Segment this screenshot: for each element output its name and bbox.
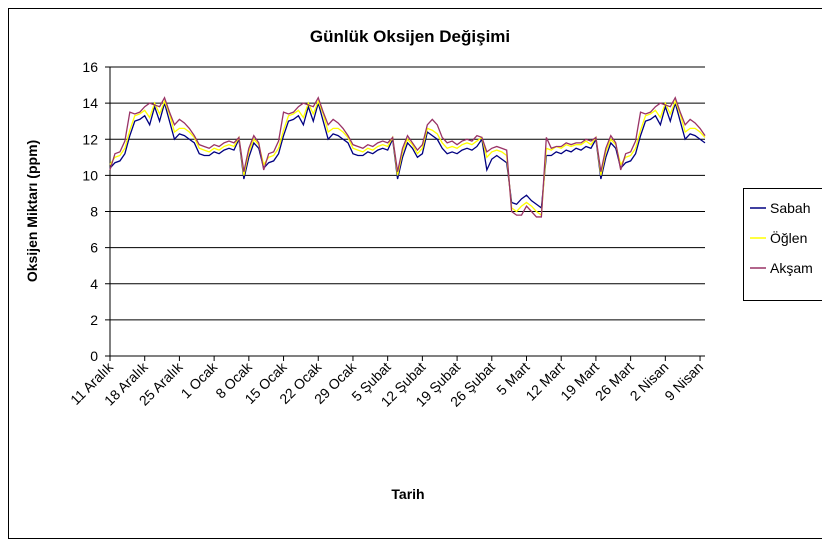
y-tick-label: 4 [90, 276, 98, 292]
y-tick-label: 8 [90, 204, 98, 220]
y-tick-label: 6 [90, 240, 98, 256]
y-tick-label: 14 [82, 95, 98, 111]
chart-title: Günlük Oksijen Değişimi [310, 27, 510, 46]
legend-label: Öğlen [770, 229, 807, 246]
series-line [109, 100, 706, 210]
y-axis-title: Oksijen Miktarı (ppm) [24, 140, 40, 282]
x-axis-title: Tarih [391, 486, 424, 502]
legend-label: Sabah [770, 200, 810, 216]
y-tick-label: 2 [90, 312, 98, 328]
legend-box [743, 188, 822, 301]
series-line [109, 99, 706, 217]
series-line [109, 96, 706, 218]
y-tick-label: 12 [82, 131, 98, 147]
y-tick-label: 10 [82, 167, 98, 183]
y-tick-label: 16 [82, 59, 98, 75]
y-tick-label: 0 [90, 348, 98, 364]
legend-label: Akşam [770, 260, 813, 276]
chart-border [8, 8, 822, 539]
